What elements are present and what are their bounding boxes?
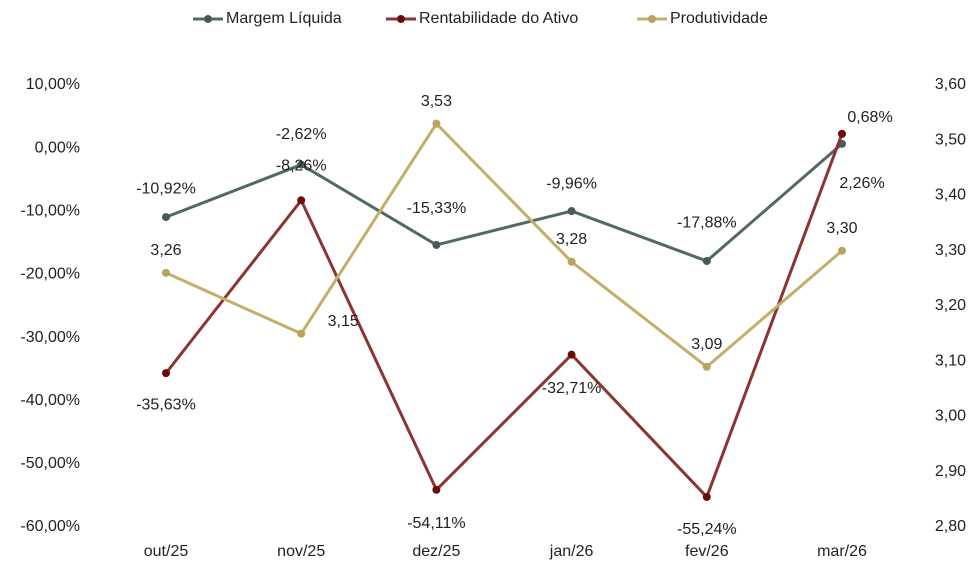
x-tick-label: dez/25 (412, 543, 460, 560)
point (432, 240, 441, 249)
y-tick-label: -60,00% (20, 518, 80, 535)
data-label: -32,71% (542, 380, 602, 397)
point (838, 246, 846, 255)
point (297, 196, 306, 205)
point (567, 207, 576, 216)
data-label: 0,68% (847, 109, 892, 126)
y2-tick-label: 3,00 (935, 408, 966, 425)
series-line (164, 133, 844, 500)
point (567, 257, 576, 266)
data-label: -35,63% (136, 396, 196, 413)
data-label: 3,09 (691, 336, 722, 353)
point (702, 362, 711, 371)
point (567, 350, 576, 359)
x-tick-label: mar/26 (817, 543, 867, 560)
data-label: 3,28 (556, 231, 587, 248)
legend-label: Margem Líquida (226, 10, 342, 27)
data-label: -54,11% (407, 515, 465, 532)
data-label: 3,15 (328, 313, 359, 330)
point (432, 485, 441, 494)
series-line (165, 142, 843, 263)
data-label: 3,53 (421, 93, 452, 110)
y2-tick-label: 3,60 (935, 76, 966, 93)
legend-marker (397, 15, 405, 23)
x-tick-label: nov/25 (277, 543, 325, 560)
point (162, 369, 170, 378)
data-label: 2,26% (839, 175, 884, 192)
y2-tick-label: 3,30 (935, 242, 966, 259)
data-label: -15,33% (407, 200, 467, 217)
y2-tick-label: 2,90 (935, 463, 966, 480)
x-tick-label: jan/26 (549, 543, 594, 560)
legend-marker (204, 15, 212, 23)
data-label: -2,62% (276, 126, 327, 143)
y-tick-label: -50,00% (20, 455, 80, 472)
data-label: -9,96% (546, 175, 597, 192)
point (162, 213, 170, 222)
y2-tick-label: 3,10 (935, 352, 966, 369)
data-label: -10,92% (136, 180, 196, 197)
data-label: -55,24% (677, 521, 737, 538)
point (297, 160, 306, 169)
y2-tick-label: 2,80 (935, 518, 966, 535)
point (432, 119, 441, 128)
y-tick-label: -40,00% (20, 392, 80, 409)
data-label: 3,30 (826, 220, 857, 237)
series-line (165, 121, 843, 369)
point (838, 129, 846, 138)
y-tick-label: -30,00% (20, 329, 80, 346)
point (702, 492, 711, 501)
y-tick-label: -20,00% (20, 266, 80, 283)
data-label: 3,26 (150, 242, 181, 259)
y2-tick-label: 3,20 (935, 297, 966, 314)
legend-marker (648, 15, 656, 23)
point (702, 257, 711, 266)
legend-label: Rentabilidade do Ativo (419, 10, 578, 27)
point (162, 268, 170, 277)
y-tick-label: 10,00% (26, 76, 80, 93)
y2-tick-label: 3,40 (935, 187, 966, 204)
legend-label: Produtividade (670, 10, 768, 27)
data-label: -8,26% (276, 158, 327, 175)
y-tick-label: -10,00% (20, 203, 80, 220)
x-tick-label: out/25 (144, 543, 189, 560)
y-tick-label: 0,00% (35, 139, 80, 156)
x-tick-label: fev/26 (685, 543, 729, 560)
point (297, 329, 306, 338)
y2-tick-label: 3,50 (935, 131, 966, 148)
data-label: -17,88% (677, 214, 737, 231)
